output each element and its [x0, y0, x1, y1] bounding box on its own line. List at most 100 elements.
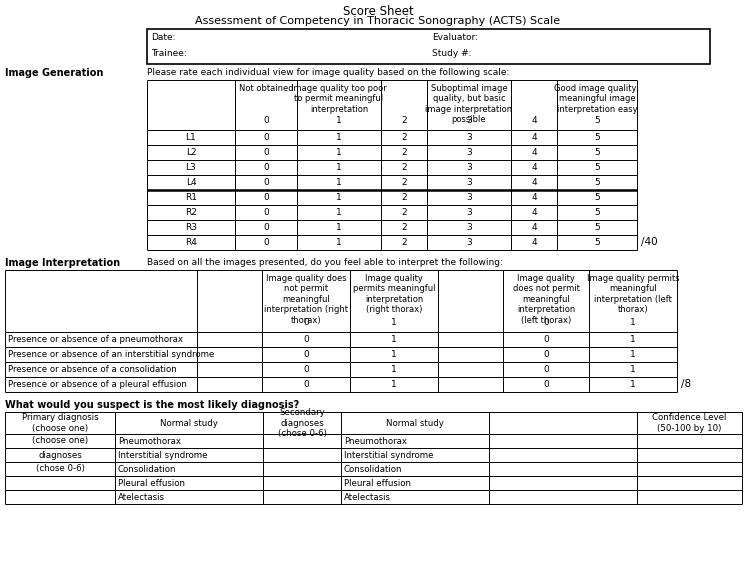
Text: Consolidation: Consolidation	[344, 464, 402, 473]
Text: 1: 1	[391, 318, 397, 327]
Text: 3: 3	[466, 178, 472, 187]
Text: 3: 3	[466, 223, 472, 232]
Text: 4: 4	[531, 223, 537, 232]
Text: 2: 2	[401, 238, 407, 247]
Text: 2: 2	[401, 163, 407, 172]
Text: Image quality
does not permit
meaningful
interpretation
(left thorax): Image quality does not permit meaningful…	[513, 274, 579, 325]
Text: Image quality permits
meaningful
interpretation (left
thorax): Image quality permits meaningful interpr…	[587, 274, 680, 314]
Text: 2: 2	[401, 193, 407, 202]
Text: Pleural effusion: Pleural effusion	[118, 479, 185, 487]
Text: Pleural effusion: Pleural effusion	[344, 479, 411, 487]
Text: Confidence Level
(50-100 by 10): Confidence Level (50-100 by 10)	[652, 413, 727, 433]
Text: Pneumothorax: Pneumothorax	[118, 436, 181, 446]
Text: 1: 1	[630, 350, 636, 359]
Text: Suboptimal image
quality, but basic
image interpretation
possible: Suboptimal image quality, but basic imag…	[426, 84, 513, 124]
Text: 1: 1	[336, 208, 342, 217]
Text: Presence or absence of an interstitial syndrome: Presence or absence of an interstitial s…	[8, 350, 215, 359]
Text: 0: 0	[543, 350, 549, 359]
Text: Atelectasis: Atelectasis	[344, 493, 391, 501]
Text: Trainee:: Trainee:	[151, 49, 187, 58]
Text: 5: 5	[594, 116, 600, 125]
Text: 3: 3	[466, 208, 472, 217]
Text: Good image quality,
meaningful image
interpretation easy: Good image quality, meaningful image int…	[554, 84, 640, 114]
Text: R1: R1	[185, 193, 197, 202]
Text: R3: R3	[185, 223, 197, 232]
Text: 2: 2	[401, 116, 407, 125]
Text: diagnoses: diagnoses	[38, 450, 82, 459]
Text: 2: 2	[401, 178, 407, 187]
Text: 0: 0	[303, 318, 309, 327]
Text: 1: 1	[336, 178, 342, 187]
Text: 5: 5	[594, 148, 600, 157]
Text: Atelectasis: Atelectasis	[118, 493, 165, 501]
Text: 5: 5	[594, 133, 600, 142]
Text: 4: 4	[531, 148, 537, 157]
Text: (chose 0-6): (chose 0-6)	[36, 464, 85, 473]
Text: 1: 1	[391, 380, 397, 389]
Text: 0: 0	[263, 208, 269, 217]
Text: 0: 0	[303, 380, 309, 389]
Text: Secondary
diagnoses
(chose 0-6): Secondary diagnoses (chose 0-6)	[277, 408, 327, 438]
Text: 0: 0	[543, 335, 549, 344]
Text: 4: 4	[531, 133, 537, 142]
Bar	[147, 29, 710, 64]
Text: 1: 1	[336, 238, 342, 247]
Text: 1: 1	[630, 380, 636, 389]
Text: 3: 3	[466, 193, 472, 202]
Text: What would you suspect is the most likely diagnosis?: What would you suspect is the most likel…	[5, 400, 299, 410]
Text: 2: 2	[401, 148, 407, 157]
Text: Assessment of Competency in Thoracic Sonography (ACTS) Scale: Assessment of Competency in Thoracic Son…	[196, 16, 560, 26]
Text: 2: 2	[401, 133, 407, 142]
Text: 2: 2	[401, 223, 407, 232]
Text: Image quality
permits meaningful
interpretation
(right thorax): Image quality permits meaningful interpr…	[353, 274, 435, 314]
Text: 3: 3	[466, 163, 472, 172]
Text: 0: 0	[263, 116, 269, 125]
Text: Normal study: Normal study	[160, 418, 218, 428]
Text: 2: 2	[401, 208, 407, 217]
Text: 0: 0	[263, 178, 269, 187]
Text: 1: 1	[630, 365, 636, 374]
Text: 1: 1	[336, 133, 342, 142]
Text: 4: 4	[531, 163, 537, 172]
Text: 3: 3	[466, 116, 472, 125]
Text: Presence or absence of a pleural effusion: Presence or absence of a pleural effusio…	[8, 380, 187, 389]
Text: Evaluator:: Evaluator:	[432, 33, 478, 42]
Text: 0: 0	[263, 148, 269, 157]
Text: Study #:: Study #:	[432, 49, 472, 58]
Text: 0: 0	[263, 223, 269, 232]
Text: 3: 3	[466, 133, 472, 142]
Text: 5: 5	[594, 193, 600, 202]
Text: 1: 1	[391, 335, 397, 344]
Text: Pneumothorax: Pneumothorax	[344, 436, 407, 446]
Text: 1: 1	[336, 193, 342, 202]
Text: Not obtained: Not obtained	[239, 84, 293, 93]
Text: 0: 0	[543, 380, 549, 389]
Text: /8: /8	[681, 380, 691, 390]
Text: 4: 4	[531, 238, 537, 247]
Text: Date:: Date:	[151, 33, 175, 42]
Text: 0: 0	[543, 318, 549, 327]
Text: L2: L2	[186, 148, 197, 157]
Text: 0: 0	[303, 350, 309, 359]
Text: 5: 5	[594, 238, 600, 247]
Text: 1: 1	[336, 116, 342, 125]
Text: 3: 3	[466, 148, 472, 157]
Text: 5: 5	[594, 178, 600, 187]
Text: 3: 3	[466, 238, 472, 247]
Text: Please rate each individual view for image quality based on the following scale:: Please rate each individual view for ima…	[147, 68, 510, 77]
Text: 4: 4	[531, 116, 537, 125]
Text: 1: 1	[630, 318, 636, 327]
Text: Interstitial syndrome: Interstitial syndrome	[118, 450, 207, 459]
Text: 0: 0	[263, 238, 269, 247]
Text: Based on all the images presented, do you feel able to interpret the following:: Based on all the images presented, do yo…	[147, 258, 503, 267]
Text: Image Interpretation: Image Interpretation	[5, 258, 120, 268]
Text: (choose one): (choose one)	[32, 436, 88, 446]
Text: Image quality does
not permit
meaningful
interpretation (right
thorax): Image quality does not permit meaningful…	[264, 274, 348, 325]
Text: 0: 0	[543, 365, 549, 374]
Text: 1: 1	[336, 148, 342, 157]
Text: L3: L3	[186, 163, 197, 172]
Text: Image quality too poor
to permit meaningful
interpretation: Image quality too poor to permit meaning…	[291, 84, 387, 114]
Text: 0: 0	[263, 163, 269, 172]
Text: Interstitial syndrome: Interstitial syndrome	[344, 450, 433, 459]
Text: 1: 1	[336, 223, 342, 232]
